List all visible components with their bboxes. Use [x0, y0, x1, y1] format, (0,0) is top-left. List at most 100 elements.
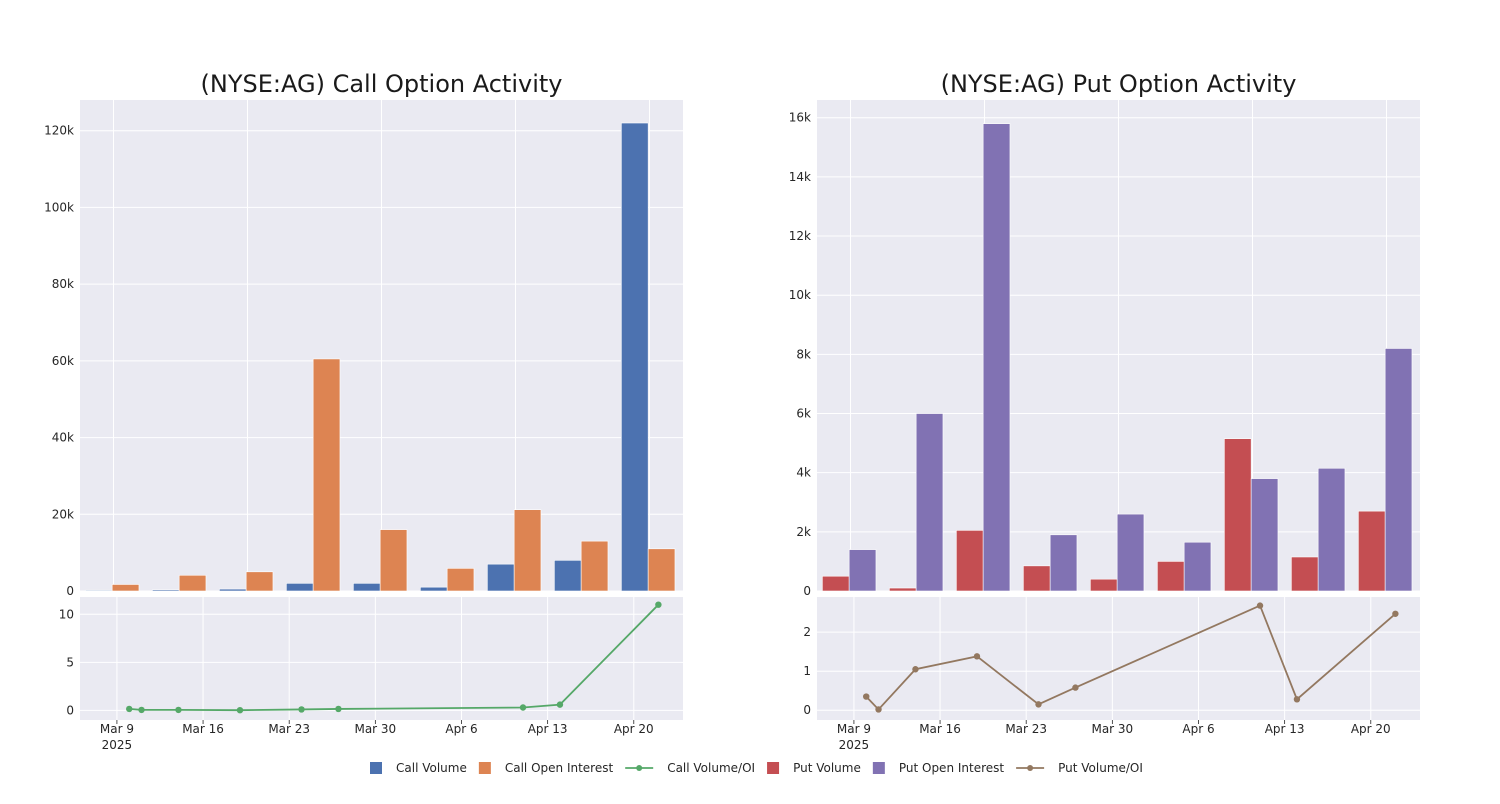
put-chart-title: (NYSE:AG) Put Option Activity	[941, 70, 1297, 98]
put-bar-put-volume	[1358, 510, 1386, 592]
call-bar-call-volume	[554, 560, 582, 592]
put-bar-put-volume	[1224, 438, 1252, 592]
call-bar-call-volume	[420, 586, 448, 592]
call-bar-call-open-interest	[111, 584, 140, 592]
call-xtick-label: Mar 23	[268, 722, 310, 736]
put-xtick-label: Mar 16	[919, 722, 961, 736]
put-bar-put-volume	[956, 530, 984, 592]
put-ratio-plot-area	[817, 597, 1420, 720]
put-ratio-ytick-label: 0	[803, 703, 811, 717]
put-xtick-label: Apr 6	[1182, 722, 1214, 736]
call-bar-call-volume	[219, 588, 247, 592]
call-bar-call-open-interest	[312, 358, 341, 592]
put-bar-put-open-interest	[848, 549, 877, 592]
call-ratio-point	[519, 704, 527, 711]
put-chart: (NYSE:AG) Put Option Activity02k4k6k8k10…	[789, 70, 1420, 752]
call-xtick-label: Apr 13	[528, 722, 568, 736]
put-bar-ytick-label: 10k	[789, 288, 811, 302]
call-bar-call-open-interest	[580, 540, 609, 592]
put-bar-put-open-interest	[1116, 513, 1145, 592]
call-bar-ytick-label: 40k	[52, 431, 74, 445]
call-bar-ytick-label: 120k	[44, 124, 74, 138]
call-bar-call-open-interest	[446, 568, 475, 592]
legend-swatch-marker-put-volume-oi	[1027, 765, 1034, 771]
legend-label-call-volume-oi: Call Volume/OI	[667, 761, 755, 775]
put-bar-ytick-label: 4k	[796, 466, 811, 480]
call-xtick-label: Mar 30	[354, 722, 396, 736]
put-ratio-point	[875, 706, 882, 713]
call-ratio-point	[126, 705, 133, 713]
put-bar-ytick-label: 14k	[789, 170, 811, 184]
legend-label-call-volume: Call Volume	[396, 761, 467, 775]
call-bar-call-volume	[85, 589, 113, 592]
call-ratio-ytick-label: 0	[66, 703, 74, 717]
call-xtick-label: Mar 9	[100, 722, 134, 736]
put-bar-ytick-label: 0	[803, 584, 811, 598]
call-xtick-year-label: 2025	[102, 738, 133, 752]
call-xtick-label: Mar 16	[182, 722, 224, 736]
call-ratio-point	[655, 601, 662, 608]
call-bar-call-volume	[353, 583, 381, 592]
put-xtick-label: Apr 20	[1351, 722, 1391, 736]
call-bar-ytick-label: 60k	[52, 354, 74, 368]
call-bar-call-open-interest	[245, 571, 274, 592]
put-ratio-point	[912, 666, 919, 673]
call-bar-call-open-interest	[647, 548, 676, 592]
put-xtick-label: Mar 23	[1005, 722, 1047, 736]
call-bar-call-open-interest	[178, 574, 207, 592]
put-ratio-point	[973, 653, 981, 660]
put-ratio-point	[1035, 701, 1042, 708]
call-bar-ytick-label: 0	[66, 584, 74, 598]
put-bar-ytick-label: 8k	[796, 347, 811, 361]
call-chart-title: (NYSE:AG) Call Option Activity	[201, 70, 563, 98]
put-xtick-label: Mar 9	[837, 722, 871, 736]
put-bar-put-volume	[1023, 565, 1051, 592]
call-bar-ytick-label: 100k	[44, 200, 74, 214]
call-ratio-ytick-label: 10	[59, 607, 74, 621]
call-bar-call-volume	[152, 589, 180, 592]
call-bar-call-volume	[286, 583, 314, 592]
put-bar-put-volume	[1090, 578, 1118, 592]
put-bar-put-open-interest	[1384, 348, 1413, 592]
call-xtick-label: Apr 20	[614, 722, 654, 736]
put-ratio-ytick-label: 2	[803, 625, 811, 639]
legend-swatch-call-open-interest	[478, 762, 491, 774]
put-ratio-point	[1293, 696, 1301, 703]
call-bar-ytick-label: 80k	[52, 277, 74, 291]
legend-label-put-open-interest: Put Open Interest	[899, 761, 1005, 775]
call-ratio-point	[335, 705, 342, 713]
put-xtick-year-label: 2025	[839, 738, 870, 752]
call-ratio-point	[298, 706, 305, 713]
put-bar-put-volume	[1291, 556, 1319, 592]
call-chart: (NYSE:AG) Call Option Activity 0 20k 40k 60k…	[44, 70, 683, 752]
legend-swatch-call-volume	[370, 762, 382, 774]
call-xtick-label: Apr 6	[445, 722, 477, 736]
legend-label-put-volume-oi: Put Volume/OI	[1058, 761, 1143, 775]
put-ratio-point	[1256, 602, 1264, 609]
put-ratio-ytick-label: 1	[803, 664, 811, 678]
call-ratio-point	[556, 701, 564, 708]
put-ratio-point	[1072, 684, 1079, 691]
put-bar-put-volume	[1157, 561, 1185, 592]
put-bar-ytick-label: 2k	[796, 525, 811, 539]
call-ratio-point	[236, 706, 244, 714]
call-bar-call-open-interest	[513, 509, 542, 592]
legend-swatch-put-open-interest	[872, 762, 885, 774]
legend-label-call-open-interest: Call Open Interest	[505, 761, 614, 775]
legend: Call Volume Call Open Interest Call Volume…	[370, 761, 1143, 775]
put-ratio-point	[1392, 610, 1399, 617]
put-bar-ytick-label: 6k	[796, 407, 811, 421]
call-bar-call-open-interest	[379, 529, 408, 592]
put-bar-ytick-label: 16k	[789, 111, 811, 125]
call-ratio-plot-area	[80, 597, 683, 720]
legend-label-put-volume: Put Volume	[793, 761, 861, 775]
call-bar-call-volume	[487, 563, 515, 592]
put-bar-put-volume	[889, 587, 917, 592]
call-bar-ytick-label: 20k	[52, 507, 74, 521]
put-bar-put-volume	[822, 575, 850, 592]
put-xtick-label: Mar 30	[1091, 722, 1133, 736]
put-bar-put-open-interest	[1183, 541, 1212, 592]
put-bar-put-open-interest	[1317, 467, 1346, 592]
